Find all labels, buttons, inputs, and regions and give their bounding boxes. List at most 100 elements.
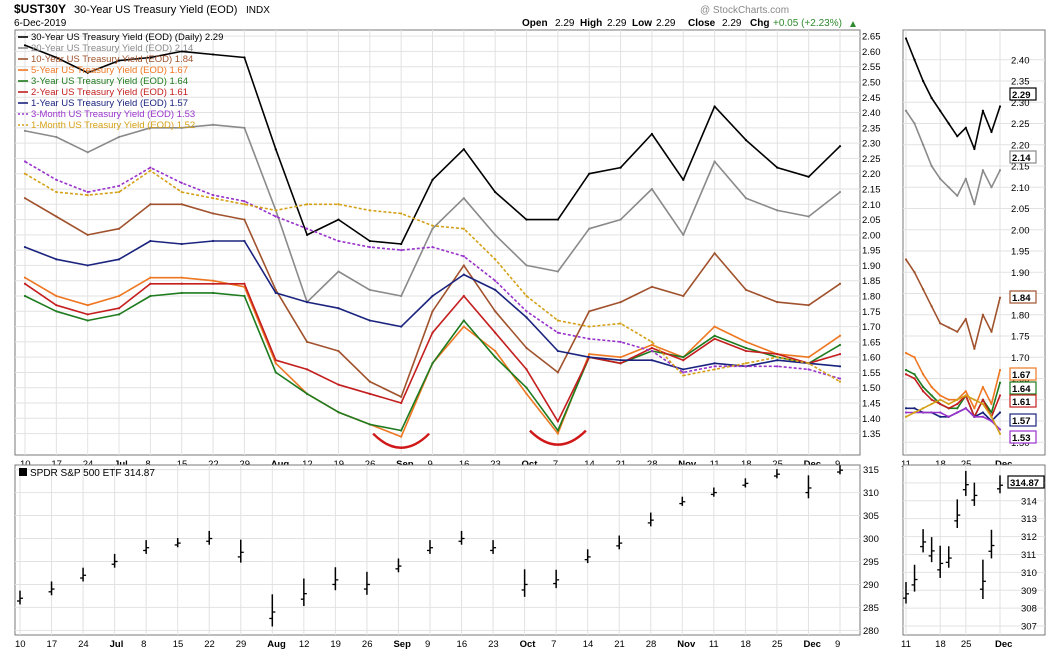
last-value-label: 1.53	[1012, 433, 1031, 444]
spy-zoom-bars	[903, 470, 1003, 604]
close-label: Close	[688, 18, 716, 29]
chart-panels: 1.35 1.40 1.45 1.50 1.55 1.60 1.65 1.70 1.75 1.80…	[14, 29, 1046, 650]
series-point	[400, 395, 403, 399]
y-tick-label: 315	[863, 465, 879, 476]
y-tick-label: 314	[1021, 496, 1037, 507]
series-point	[55, 135, 58, 139]
series-point	[956, 402, 959, 406]
x-tick-label: 9	[835, 639, 840, 650]
series-point	[337, 218, 340, 221]
last-value-box	[1009, 150, 1037, 164]
series-point	[838, 343, 842, 347]
spy-main-grid: 280 285 290 295 300 305 310 315 10 17 24 Jul 8 15 22 29…	[15, 465, 879, 650]
series-point	[556, 432, 559, 435]
series-point	[913, 407, 916, 410]
legend-label: 1-Month US Treasury Yield (EOD) 1.52	[31, 120, 195, 131]
series-point	[525, 346, 528, 350]
x-tick-label: 25	[961, 639, 972, 650]
legend: 30-Year US Treasury Yield (EOD) (Daily) …	[18, 32, 223, 131]
series-point	[306, 340, 309, 343]
y-tick-label: 295	[863, 557, 879, 568]
y-tick-label: 1.80	[862, 292, 881, 303]
series-point	[149, 166, 152, 169]
series-point	[525, 386, 528, 389]
series-point	[650, 343, 654, 347]
series-point	[462, 273, 465, 276]
series-point	[117, 258, 121, 261]
x-tick-label: 12	[299, 639, 310, 650]
series-point	[964, 407, 967, 410]
y-tick-label: 1.55	[862, 368, 881, 379]
series-point	[431, 310, 434, 313]
series-point	[930, 96, 933, 100]
series-point	[86, 190, 89, 194]
series-point	[807, 175, 810, 178]
series-point	[713, 334, 716, 337]
legend-label: 2-Year US Treasury Yield (EOD) 1.61	[31, 87, 188, 98]
series-point	[556, 218, 559, 221]
y-tick-label: 2.05	[1011, 204, 1030, 215]
series-point	[939, 394, 942, 397]
low-value: 2.29	[656, 18, 676, 29]
series-point	[713, 325, 716, 328]
series-point	[998, 411, 1002, 414]
y-tick-label: 2.55	[862, 62, 881, 73]
chg-label: Chg	[750, 18, 769, 29]
y-tick-label: 2.05	[862, 215, 881, 226]
bottom-arc	[372, 432, 431, 449]
y-tick-label: 1.50	[862, 383, 881, 394]
series-point	[55, 310, 58, 313]
series-point	[211, 123, 215, 126]
yield-main-panel	[14, 29, 861, 456]
series-point	[274, 371, 277, 374]
series-point	[462, 255, 465, 258]
series-point	[956, 194, 959, 197]
series-point	[117, 227, 121, 230]
series-point	[400, 429, 403, 432]
series-point	[713, 368, 716, 371]
series-point	[956, 398, 959, 401]
series-point	[400, 242, 403, 246]
y-tick-label: 2.20	[1011, 140, 1030, 151]
series-point	[556, 319, 559, 322]
series-point	[180, 276, 183, 279]
series-point	[368, 209, 371, 212]
series-point	[619, 359, 622, 362]
y-tick-label: 2.10	[1011, 183, 1030, 194]
series-point	[904, 411, 908, 414]
series-point	[55, 215, 58, 218]
series-point	[990, 330, 993, 333]
series-point	[117, 59, 121, 62]
series-point	[337, 239, 340, 243]
last-value-label: 1.64	[1012, 384, 1031, 395]
legend-label: 3-Year US Treasury Yield (EOD) 1.64	[31, 76, 188, 87]
series-point	[211, 279, 215, 282]
series-point	[973, 147, 976, 151]
series-point	[682, 368, 685, 371]
series-point	[650, 359, 654, 362]
series-point	[981, 313, 985, 316]
series-point	[930, 164, 933, 168]
quote-bar: Open 2.29 High 2.29 Low 2.29 Close 2.29 …	[522, 18, 856, 29]
series-point	[86, 319, 89, 322]
series-point	[973, 203, 976, 206]
series-point	[913, 411, 916, 414]
open-label: Open	[522, 18, 548, 29]
series-point	[400, 212, 403, 215]
series-point	[556, 371, 559, 374]
series-point	[998, 428, 1002, 431]
series-point	[904, 368, 908, 372]
series-point	[998, 296, 1002, 299]
y-tick-label: 2.00	[1011, 225, 1030, 236]
series-point	[981, 411, 985, 414]
series-point	[588, 325, 591, 328]
high-value: 2.29	[607, 18, 627, 29]
series-point	[990, 415, 993, 418]
series-point	[368, 245, 371, 249]
series-line	[906, 407, 1001, 431]
series-point	[998, 381, 1002, 384]
series-point	[682, 356, 685, 359]
series-point	[930, 411, 933, 414]
yield-zoom-series	[904, 37, 1002, 435]
x-tick-label: Dec	[995, 639, 1012, 650]
